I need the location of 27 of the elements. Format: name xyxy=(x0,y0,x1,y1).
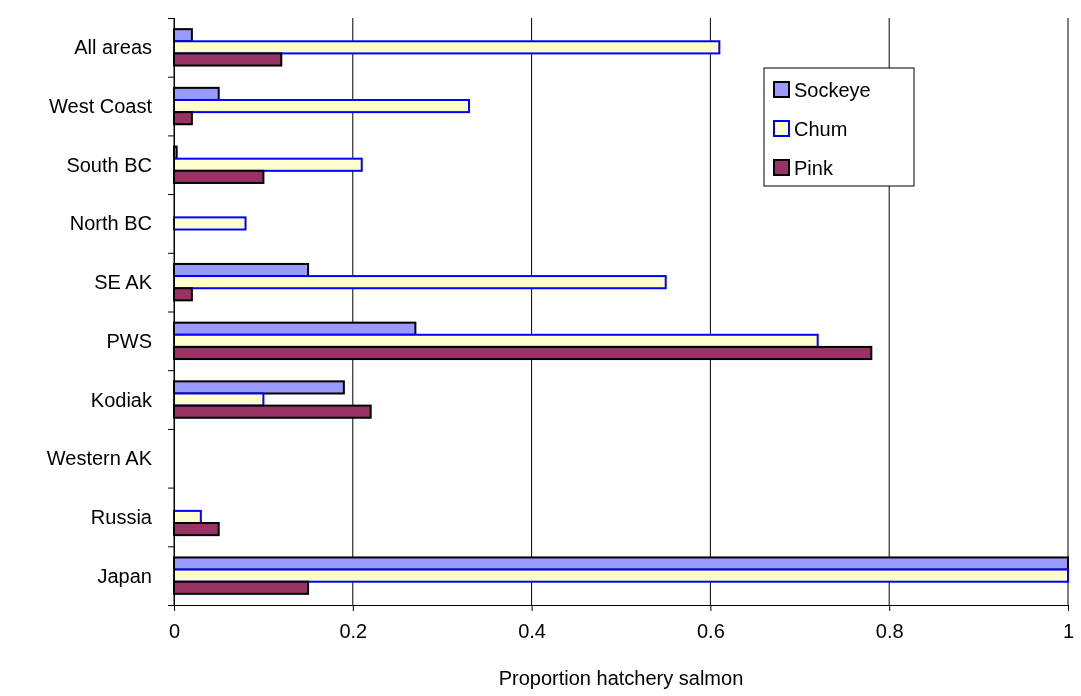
y-tick-label: PWS xyxy=(106,329,152,352)
x-tick-label: 0 xyxy=(168,620,181,642)
legend-label: Chum xyxy=(794,118,848,140)
bar xyxy=(173,40,721,55)
y-tick-label: Russia xyxy=(90,505,153,528)
y-tick-label: North BC xyxy=(69,212,152,235)
x-tick-label: 0.8 xyxy=(875,620,904,642)
x-axis-title: Proportion hatchery salmon xyxy=(498,667,744,689)
y-tick-label: Western AK xyxy=(46,447,153,470)
bar xyxy=(173,157,363,172)
x-tick-label: 0.4 xyxy=(518,620,547,642)
y-tick-label: South BC xyxy=(66,153,152,176)
y-tick-label: SE AK xyxy=(94,271,153,294)
y-tick-label: Japan xyxy=(97,564,152,587)
bar xyxy=(173,216,247,231)
bar xyxy=(173,568,1069,583)
y-tick-label: All areas xyxy=(74,36,152,59)
legend-label: Sockeye xyxy=(794,79,871,101)
bar xyxy=(173,98,471,114)
bar xyxy=(173,392,265,407)
x-tick-label: 0.6 xyxy=(696,620,725,642)
x-tick-label: 1 xyxy=(1062,620,1075,642)
x-tick-label: 0.2 xyxy=(339,620,368,642)
y-tick-label: West Coast xyxy=(49,95,153,118)
bar xyxy=(173,275,667,290)
y-tick-label: Kodiak xyxy=(90,388,153,411)
legend-label: Pink xyxy=(794,157,834,179)
